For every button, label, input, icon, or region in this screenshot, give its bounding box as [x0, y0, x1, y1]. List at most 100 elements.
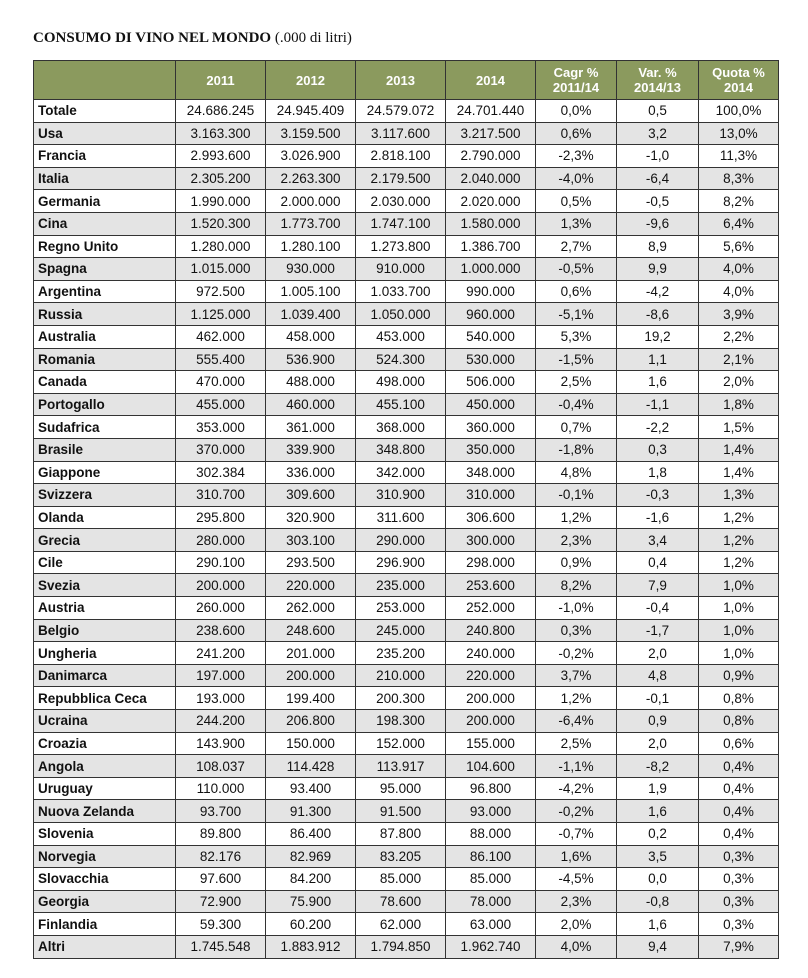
row-label: Nuova Zelanda	[33, 799, 176, 823]
cell: 0,3%	[698, 889, 779, 914]
cell: 1,2%	[698, 528, 779, 552]
cell: 1,4%	[698, 460, 779, 485]
cell: 248.600	[265, 618, 356, 643]
cell: 3,7%	[535, 663, 617, 688]
cell: 11,3%	[698, 144, 779, 168]
cell: 19,2	[616, 324, 699, 349]
cell: 75.900	[265, 889, 356, 914]
header-text: Var. %	[638, 65, 677, 80]
cell: 290.100	[175, 550, 266, 575]
cell: 540.000	[445, 324, 536, 349]
cell: -0,2%	[535, 799, 617, 823]
table-row: Russia 1.125.000 1.039.400 1.050.000 960.000…	[33, 302, 779, 326]
cell: 78.000	[445, 889, 536, 914]
table-row: Croazia 143.900 150.000 152.000 155.000 2,5% 2…	[33, 731, 779, 756]
cell: -9,6	[616, 211, 699, 236]
cell: 0,6%	[535, 279, 617, 304]
cell: 0,0	[616, 867, 699, 891]
header-text: 2013	[386, 72, 415, 88]
cell: 197.000	[175, 663, 266, 688]
cell: 0,4%	[698, 799, 779, 823]
table-body: Totale 24.686.245 24.945.409 24.579.072 24.7…	[33, 99, 779, 959]
header-cell: 2011	[175, 60, 266, 100]
title-main: CONSUMO DI VINO NEL MONDO	[33, 30, 272, 46]
cell: 2,1%	[698, 347, 779, 372]
cell: 0,3%	[698, 867, 779, 891]
cell: 309.600	[265, 483, 356, 507]
table-row: Ungheria 241.200 201.000 235.200 240.000 -0,2…	[33, 641, 779, 665]
cell: -5,1%	[535, 302, 617, 326]
cell: 8,9	[616, 234, 699, 259]
cell: 2,5%	[535, 370, 617, 394]
row-label: Cile	[33, 550, 176, 575]
cell: 910.000	[355, 257, 446, 281]
table-row: Brasile 370.000 339.900 348.800 350.000 -1,8%…	[33, 437, 779, 462]
cell: 253.000	[355, 596, 446, 620]
cell: 298.000	[445, 550, 536, 575]
cell: -4,0%	[535, 166, 617, 191]
cell: 3.159.500	[265, 121, 356, 146]
cell: 200.000	[445, 709, 536, 733]
cell: 24.701.440	[445, 99, 536, 123]
cell: 2,2%	[698, 324, 779, 349]
table-row: Regno Unito 1.280.000 1.280.100 1.273.800 1.…	[33, 234, 779, 259]
cell: -0,4%	[535, 392, 617, 417]
cell: 1.280.100	[265, 234, 356, 259]
table-row: Svezia 200.000 220.000 235.000 253.600 8,2% 7,…	[33, 573, 779, 598]
row-label: Romania	[33, 347, 176, 372]
cell: 3,9%	[698, 302, 779, 326]
cell: -6,4%	[535, 709, 617, 733]
cell: 0,4%	[698, 822, 779, 846]
table-row: Georgia 72.900 75.900 78.600 78.000 2,3% -0,8 0…	[33, 889, 779, 914]
table-row: Usa 3.163.300 3.159.500 3.117.600 3.217.500 0…	[33, 121, 779, 146]
row-label: Sudafrica	[33, 415, 176, 439]
cell: -1,1	[616, 392, 699, 417]
row-label: Spagna	[33, 257, 176, 281]
cell: 0,3%	[698, 912, 779, 936]
cell: 1.050.000	[355, 302, 446, 326]
table-row: Australia 462.000 458.000 453.000 540.000 5,3…	[33, 324, 779, 349]
cell: 244.200	[175, 709, 266, 733]
cell: 3.117.600	[355, 121, 446, 146]
cell: 84.200	[265, 867, 356, 891]
cell: 0,8%	[698, 709, 779, 733]
cell: 93.700	[175, 799, 266, 823]
cell: 220.000	[445, 663, 536, 688]
cell: -1,0	[616, 144, 699, 168]
row-label: Australia	[33, 324, 176, 349]
cell: 0,2	[616, 822, 699, 846]
cell: 2,0	[616, 641, 699, 665]
cell: 370.000	[175, 437, 266, 462]
header-text: Cagr %	[553, 65, 599, 80]
cell: 342.000	[355, 460, 446, 485]
cell: 201.000	[265, 641, 356, 665]
cell: 2.305.200	[175, 166, 266, 191]
cell: 990.000	[445, 279, 536, 304]
cell: 88.000	[445, 822, 536, 846]
table-row: Sudafrica 353.000 361.000 368.000 360.000 0,7…	[33, 415, 779, 439]
cell: 2.790.000	[445, 144, 536, 168]
cell: 3.163.300	[175, 121, 266, 146]
header-cell: Quota % 2014	[698, 60, 779, 100]
cell: 240.000	[445, 641, 536, 665]
cell: 1.883.912	[265, 934, 356, 959]
cell: 2.000.000	[265, 189, 356, 213]
cell: 306.600	[445, 505, 536, 530]
cell: 0,5%	[535, 189, 617, 213]
cell: 193.000	[175, 686, 266, 711]
cell: 89.800	[175, 822, 266, 846]
cell: 3.026.900	[265, 144, 356, 168]
cell: 13,0%	[698, 121, 779, 146]
cell: 1,8%	[698, 392, 779, 417]
cell: 1,3%	[535, 211, 617, 236]
cell: 302.384	[175, 460, 266, 485]
cell: 280.000	[175, 528, 266, 552]
cell: 460.000	[265, 392, 356, 417]
cell: 1.280.000	[175, 234, 266, 259]
cell: 24.686.245	[175, 99, 266, 123]
header-corner	[33, 60, 176, 100]
row-label: Svezia	[33, 573, 176, 598]
cell: 83.205	[355, 844, 446, 869]
cell: -6,4	[616, 166, 699, 191]
